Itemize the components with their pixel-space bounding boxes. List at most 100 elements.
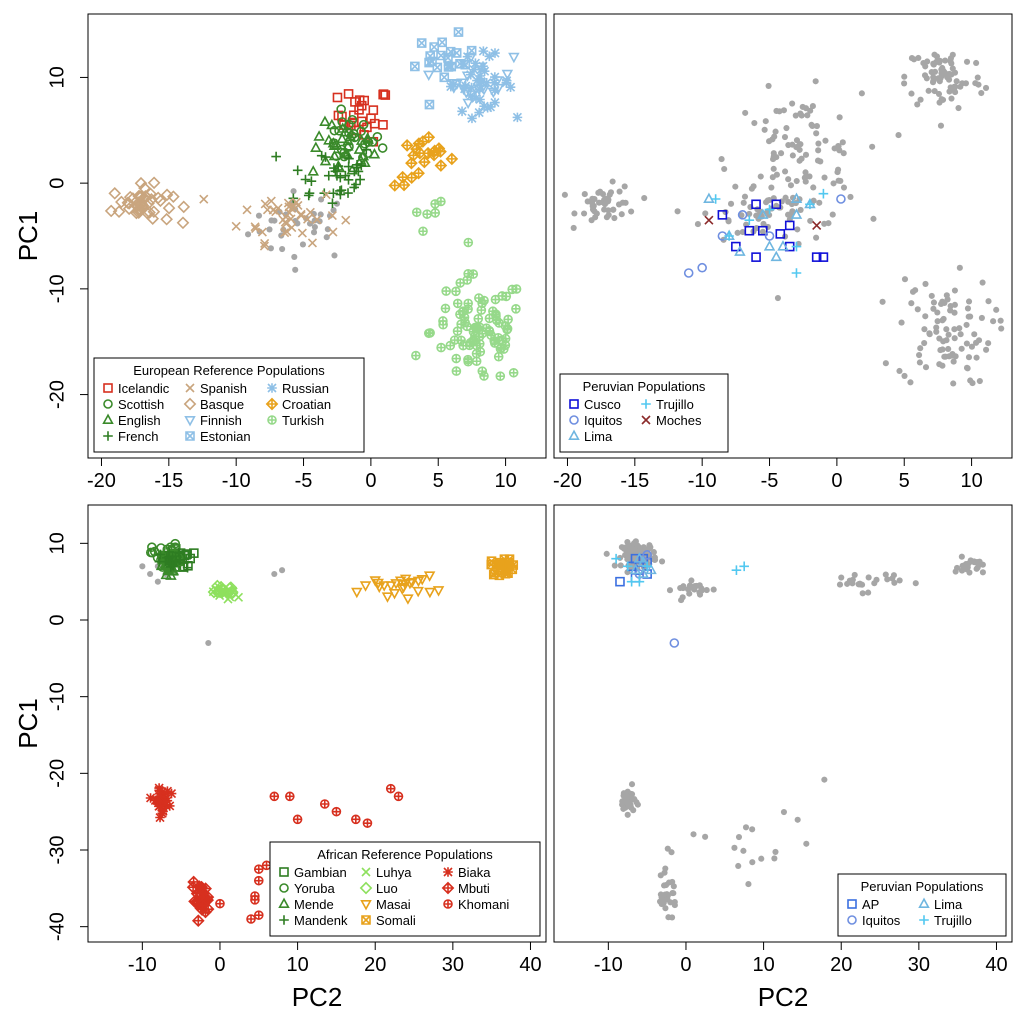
data-point	[662, 905, 669, 912]
data-point	[259, 241, 269, 251]
data-point	[490, 294, 501, 305]
data-point	[789, 100, 796, 107]
data-point	[794, 226, 801, 233]
x-tick-label: -10	[222, 470, 251, 492]
data-point	[847, 193, 854, 201]
legend-marker	[641, 415, 651, 425]
data-point	[377, 143, 388, 153]
data-point	[785, 141, 792, 149]
data-point	[805, 199, 815, 210]
data-point	[879, 298, 886, 305]
data-point	[740, 847, 747, 854]
data-point	[132, 189, 146, 203]
data-point	[928, 292, 935, 299]
x-tick-label: -10	[128, 954, 157, 976]
data-point	[947, 307, 954, 314]
data-point	[802, 178, 809, 185]
data-point	[930, 61, 937, 68]
data-point	[445, 152, 459, 166]
data-point	[912, 580, 919, 587]
data-point	[622, 199, 629, 206]
series-reference-grey-	[561, 51, 1005, 387]
legend-label: Luo	[376, 881, 398, 896]
data-point	[381, 592, 394, 603]
data-point	[323, 170, 334, 181]
data-point	[341, 215, 351, 225]
data-point	[261, 860, 272, 871]
data-point	[840, 184, 848, 191]
data-point	[462, 51, 473, 62]
data-point	[185, 553, 195, 564]
data-point	[732, 183, 739, 190]
data-point	[499, 344, 509, 354]
legend-label: Iquitos	[584, 413, 623, 428]
data-point	[147, 176, 161, 190]
data-point	[967, 557, 974, 564]
data-point	[422, 209, 432, 219]
data-point	[336, 132, 348, 144]
data-point	[785, 176, 792, 183]
data-point	[979, 569, 986, 576]
data-point	[176, 216, 190, 230]
data-point	[757, 225, 768, 236]
data-point	[958, 345, 965, 352]
data-point	[494, 559, 505, 570]
data-point	[822, 137, 829, 144]
legend-label: Biaka	[458, 865, 491, 880]
data-point	[973, 59, 980, 67]
data-point	[739, 561, 749, 572]
data-point	[303, 190, 314, 201]
data-point	[343, 188, 353, 198]
data-point	[982, 84, 990, 92]
legend-label: Masai	[376, 897, 411, 912]
data-point	[323, 234, 330, 241]
data-point	[416, 574, 428, 586]
data-point	[630, 553, 641, 564]
data-point	[815, 147, 822, 154]
data-point	[937, 347, 944, 354]
legend-title: Peruvian Populations	[861, 879, 984, 894]
panel-top-right: -20 -15 -10 -5 0 5 10 Peruvian Populations Cusco…	[553, 13, 1013, 492]
data-point	[817, 158, 824, 165]
data-point	[432, 62, 443, 73]
data-point	[609, 178, 616, 185]
legend-marker	[919, 915, 929, 925]
data-point	[191, 914, 205, 928]
legend-box	[837, 873, 1007, 937]
data-point	[412, 586, 424, 598]
data-point	[484, 51, 495, 62]
data-point	[757, 173, 764, 180]
data-point	[621, 183, 628, 190]
data-point	[244, 231, 252, 238]
data-point	[838, 574, 845, 581]
data-point	[305, 207, 315, 217]
data-point	[761, 126, 768, 133]
data-point	[731, 565, 742, 575]
x-tick-label: -10	[594, 954, 623, 976]
data-point	[429, 42, 439, 52]
data-point	[956, 264, 963, 271]
data-point	[281, 219, 291, 229]
data-point	[503, 314, 513, 325]
data-point	[592, 214, 599, 221]
data-point	[943, 337, 950, 344]
data-point	[967, 313, 974, 320]
data-point	[154, 194, 167, 208]
data-point	[972, 80, 979, 87]
data-point	[813, 234, 820, 241]
data-point	[489, 78, 500, 88]
data-point	[501, 75, 512, 86]
y-tick-label: -10	[46, 682, 68, 711]
data-point	[921, 326, 928, 333]
data-point	[436, 342, 446, 353]
data-point	[147, 570, 154, 578]
legend-label: Finnish	[200, 413, 242, 428]
data-point	[332, 92, 343, 103]
data-point	[973, 354, 980, 361]
data-point	[283, 198, 293, 208]
data-point	[628, 208, 635, 215]
data-point	[459, 83, 470, 94]
data-point	[361, 144, 372, 155]
x-tick-label: 0	[680, 954, 691, 976]
legend-box	[93, 357, 365, 453]
